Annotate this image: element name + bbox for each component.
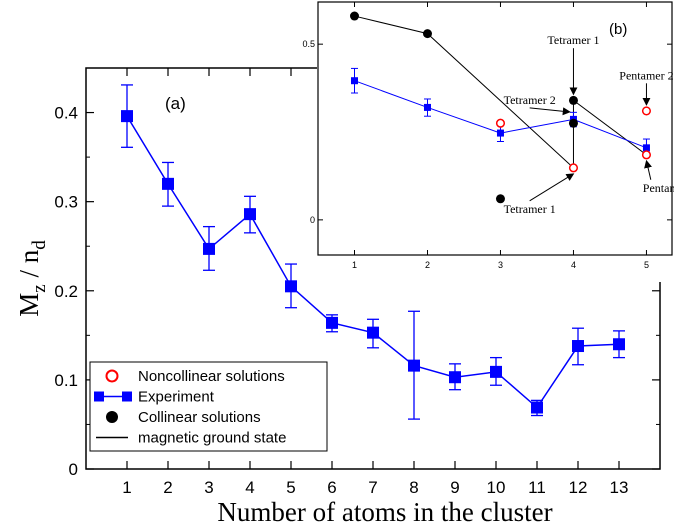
inset-series <box>349 11 652 204</box>
collinear-point <box>568 118 578 128</box>
legend-symbol-square <box>94 391 104 402</box>
y-tick-label: 0 <box>69 460 78 479</box>
inset-experiment-point <box>642 144 650 152</box>
inset-y-tick-label: 0 <box>310 215 315 225</box>
experiment-point <box>408 359 420 372</box>
inset-annotations: Tetramer 1 Tetramer 2 Tetramer 1 Pentamer 2… <box>504 33 674 216</box>
experiment-point <box>531 401 543 414</box>
legend-symbol-square <box>122 391 132 402</box>
x-tick-label: 2 <box>163 478 172 497</box>
inset-axis-ticks: 1 2 3 4 5 0 0.5 <box>302 2 672 270</box>
x-tick-label: 7 <box>368 478 377 497</box>
annotation-arrow <box>529 173 575 202</box>
x-tick-label: 3 <box>204 478 213 497</box>
y-axis-label: Mz / nd <box>14 240 50 317</box>
main-panel-label: (a) <box>165 94 186 113</box>
inset-experiment-point <box>496 129 504 137</box>
inset-x-tick-label: 4 <box>571 260 576 270</box>
collinear-point <box>568 95 578 105</box>
y-tick-label: 0.2 <box>54 282 78 301</box>
y-tick-label: 0.1 <box>54 371 78 390</box>
x-tick-label: 1 <box>122 478 131 497</box>
annotation-arrow <box>644 159 652 180</box>
annotation-label: Tetramer 1 <box>547 33 599 47</box>
inset-panel-label: (b) <box>609 21 627 38</box>
noncollinear-point <box>641 150 652 160</box>
inset-x-tick-label: 2 <box>425 260 430 270</box>
y-tick-label: 0.3 <box>54 193 78 212</box>
experiment-point <box>449 371 461 384</box>
experiment-point <box>326 316 338 329</box>
experiment-point <box>244 208 256 221</box>
inset-y-tick-label: 0.5 <box>302 39 315 49</box>
collinear-point <box>349 11 359 21</box>
x-tick-label: 8 <box>409 478 418 497</box>
legend-symbol-collinear <box>106 411 118 423</box>
y-axis-label-sub2: d <box>29 240 50 250</box>
experiment-point <box>162 177 174 190</box>
annotation-label: Pentamer 1 <box>643 181 674 195</box>
x-tick-label: 9 <box>450 478 459 497</box>
legend-box <box>89 361 328 452</box>
legend: Noncollinear solutions Experiment Collinea… <box>89 361 328 452</box>
inset-plot-frame <box>317 1 673 256</box>
inset-x-tick-label: 1 <box>352 260 357 270</box>
experiment-point <box>613 338 625 351</box>
main-series <box>121 84 625 420</box>
x-tick-label: 12 <box>569 478 588 497</box>
x-tick-label: 10 <box>487 478 506 497</box>
legend-label: Noncollinear solutions <box>138 368 285 385</box>
noncollinear-point <box>568 163 579 173</box>
x-axis-label: Number of atoms in the cluster <box>217 497 552 527</box>
x-tick-label: 13 <box>610 478 629 497</box>
y-axis-label-main: M <box>14 293 44 317</box>
legend-symbol-noncollinear <box>105 369 119 383</box>
legend-label: Experiment <box>138 389 215 406</box>
noncollinear-point <box>641 106 652 116</box>
experiment-point <box>367 326 379 339</box>
legend-label: Collinear solutions <box>138 409 261 426</box>
x-tick-label: 6 <box>327 478 336 497</box>
legend-label: magnetic ground state <box>138 430 286 447</box>
x-tick-label: 5 <box>286 478 295 497</box>
x-tick-label: 11 <box>528 478 546 497</box>
x-tick-label: 4 <box>245 478 254 497</box>
inset-experiment-point <box>350 77 358 85</box>
annotation-arrow <box>529 107 571 116</box>
experiment-point <box>203 242 215 255</box>
annotation-label: Tetramer 2 <box>504 93 556 107</box>
experiment-point <box>121 110 133 123</box>
noncollinear-point <box>495 118 506 128</box>
collinear-point <box>495 194 505 204</box>
collinear-point <box>422 29 432 39</box>
inset-x-tick-label: 3 <box>498 260 503 270</box>
experiment-point <box>572 340 584 353</box>
annotation-label: Pentamer 2 <box>619 68 673 82</box>
y-axis-label-sep: / n <box>14 249 44 284</box>
y-tick-label: 0.4 <box>54 104 78 123</box>
y-axis-label-sub: z <box>29 284 50 292</box>
experiment-point <box>490 365 502 378</box>
inset-background <box>317 1 673 282</box>
inset-experiment-point <box>423 103 431 111</box>
inset-x-tick-label: 5 <box>644 260 649 270</box>
annotation-label: Tetramer 1 <box>504 202 556 216</box>
experiment-point <box>285 280 297 293</box>
